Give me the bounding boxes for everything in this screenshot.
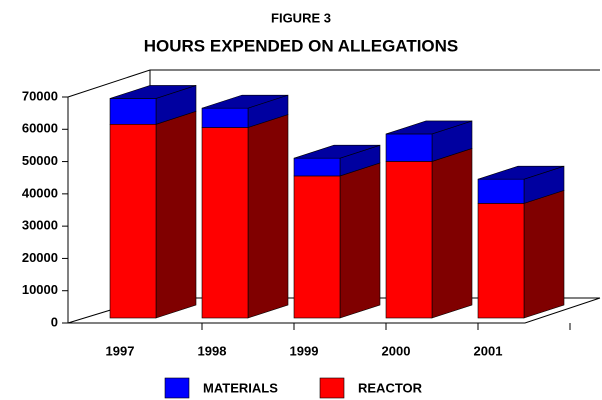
bar-side: [431, 148, 473, 319]
bar: [293, 175, 341, 319]
legend-swatch: [319, 377, 345, 399]
chart-title: FIGURE 3: [271, 10, 331, 25]
x-tick-label: 1997: [106, 343, 135, 358]
legend-label: REACTOR: [358, 380, 423, 395]
bar-side: [155, 110, 197, 319]
y-tick-label: 40000: [22, 185, 58, 200]
bar-top: [293, 144, 381, 159]
y-tick-label: 0: [51, 314, 58, 329]
y-tick-label: 70000: [22, 88, 58, 103]
bar-top: [385, 120, 473, 135]
bar: [385, 161, 433, 319]
y-tick-label: 10000: [22, 282, 58, 297]
bar: [293, 157, 341, 177]
bar-top: [109, 85, 197, 99]
chart-subtitle: HOURS EXPENDED ON ALLEGATIONS: [144, 36, 459, 55]
legend-swatch: [164, 377, 190, 399]
y-tick-label: 30000: [22, 218, 58, 233]
bar: [477, 178, 525, 204]
bar-side: [247, 114, 289, 319]
y-tick-label: 50000: [22, 153, 58, 168]
legend-label: MATERIALS: [203, 380, 278, 395]
bar: [109, 98, 157, 125]
bar-top: [477, 165, 565, 180]
x-tick-label: 2000: [382, 343, 411, 358]
y-tick-label: 60000: [22, 121, 58, 136]
bar-top: [201, 94, 289, 109]
x-tick-label: 1999: [290, 343, 319, 358]
bar: [385, 133, 433, 162]
bar-side: [339, 162, 381, 319]
bar: [201, 107, 249, 128]
y-tick-label: 20000: [22, 250, 58, 265]
bar-side: [523, 189, 565, 319]
x-tick-label: 1998: [198, 343, 227, 358]
x-tick-label: 2001: [474, 343, 503, 358]
bar: [109, 123, 157, 319]
bar: [477, 203, 525, 319]
bar: [201, 127, 249, 319]
